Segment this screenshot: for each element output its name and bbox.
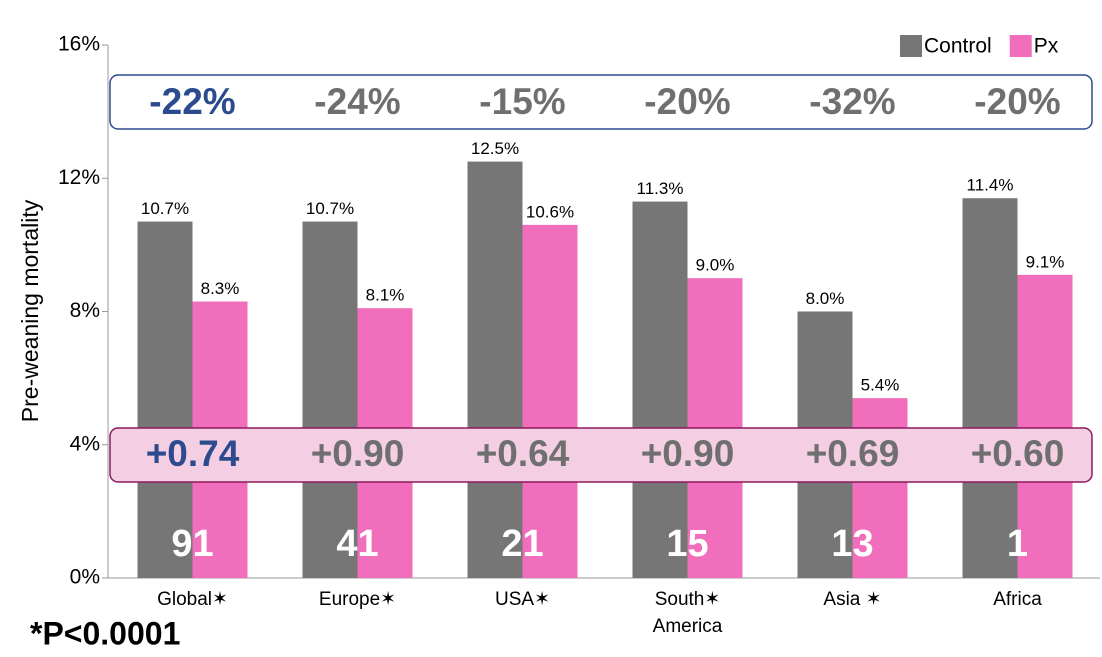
data-label: 11.4% bbox=[967, 176, 1014, 195]
legend-label: Control bbox=[924, 35, 992, 58]
reduction-label: -15% bbox=[479, 81, 565, 122]
data-label: 10.7% bbox=[306, 199, 354, 218]
ratio-label: +0.64 bbox=[476, 433, 570, 474]
ratio-label: +0.90 bbox=[311, 433, 405, 474]
x-tick-label: South✶ America bbox=[652, 589, 723, 637]
x-tick-label: USA✶ bbox=[495, 589, 550, 610]
data-label: 8.3% bbox=[201, 279, 240, 298]
data-label: 10.7% bbox=[141, 199, 189, 218]
x-tick-label: Africa bbox=[993, 589, 1042, 610]
ratio-label: +0.74 bbox=[146, 433, 240, 474]
bar bbox=[632, 201, 688, 578]
reduction-label: -24% bbox=[314, 81, 400, 122]
data-label: 9.0% bbox=[696, 256, 735, 275]
ratio-band bbox=[109, 427, 1093, 483]
data-label: 12.5% bbox=[471, 139, 519, 158]
bar bbox=[467, 161, 523, 578]
reduction-label: -20% bbox=[974, 81, 1060, 122]
count-label: 13 bbox=[831, 523, 873, 565]
legend-label: Px bbox=[1034, 35, 1059, 58]
y-tick-label: 4% bbox=[70, 432, 100, 455]
y-tick-label: 12% bbox=[58, 166, 100, 189]
reduction-label: -20% bbox=[644, 81, 730, 122]
ratio-label: +0.60 bbox=[971, 433, 1065, 474]
y-tick-label: 16% bbox=[58, 33, 100, 56]
bar bbox=[302, 221, 358, 578]
bar bbox=[962, 198, 1018, 579]
y-tick-label: 8% bbox=[70, 299, 100, 322]
x-tick-label: Asia ✶ bbox=[823, 589, 882, 610]
data-label: 9.1% bbox=[1026, 252, 1065, 271]
data-label: 8.0% bbox=[806, 289, 845, 308]
bar bbox=[1017, 274, 1073, 578]
bar bbox=[522, 224, 578, 578]
ratio-label: +0.69 bbox=[806, 433, 900, 474]
x-tick-label: Global✶ bbox=[157, 589, 228, 610]
footnote: *P<0.0001 bbox=[30, 615, 180, 651]
y-tick-label: 0% bbox=[70, 566, 100, 589]
legend-swatch bbox=[900, 35, 922, 57]
count-label: 15 bbox=[666, 523, 708, 565]
data-label: 11.3% bbox=[637, 179, 684, 198]
count-label: 91 bbox=[171, 523, 213, 565]
data-label: 5.4% bbox=[861, 376, 900, 395]
reduction-label: -32% bbox=[809, 81, 895, 122]
count-label: 41 bbox=[336, 523, 378, 565]
bar bbox=[137, 221, 193, 578]
y-axis-label: Pre-weaning mortality bbox=[17, 199, 43, 422]
reduction-label: -22% bbox=[149, 81, 235, 122]
reduction-band bbox=[109, 74, 1093, 130]
ratio-label: +0.90 bbox=[641, 433, 735, 474]
count-label: 21 bbox=[501, 523, 543, 565]
count-label: 1 bbox=[1007, 523, 1028, 565]
data-label: 10.6% bbox=[526, 202, 574, 221]
legend-swatch bbox=[1009, 35, 1032, 57]
data-label: 8.1% bbox=[366, 286, 405, 305]
x-tick-label: Europe✶ bbox=[318, 589, 397, 610]
